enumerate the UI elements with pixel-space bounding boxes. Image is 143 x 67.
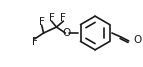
Text: F: F bbox=[60, 13, 66, 23]
Text: F: F bbox=[39, 17, 44, 27]
Text: O: O bbox=[133, 35, 141, 45]
Text: F: F bbox=[32, 37, 38, 47]
Text: O: O bbox=[62, 28, 70, 38]
Text: F: F bbox=[49, 13, 54, 23]
